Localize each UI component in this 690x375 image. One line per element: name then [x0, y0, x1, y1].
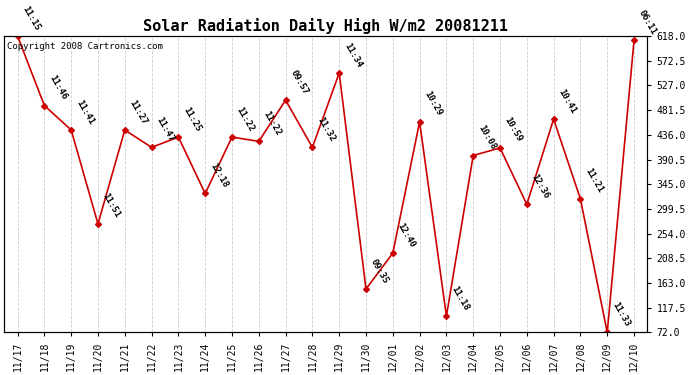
Text: Copyright 2008 Cartronics.com: Copyright 2008 Cartronics.com: [8, 42, 164, 51]
Text: 12:40: 12:40: [395, 221, 417, 249]
Text: 11:46: 11:46: [47, 74, 68, 101]
Text: 11:15: 11:15: [20, 4, 41, 32]
Text: 11:32: 11:32: [315, 116, 337, 143]
Text: 12:36: 12:36: [530, 172, 551, 200]
Text: 11:18: 11:18: [449, 284, 471, 312]
Text: 11:47: 11:47: [155, 116, 175, 143]
Text: 10:08: 10:08: [476, 124, 497, 152]
Text: 11:25: 11:25: [181, 105, 202, 133]
Text: 11:22: 11:22: [262, 110, 283, 137]
Text: 11:27: 11:27: [128, 98, 149, 126]
Text: 11:51: 11:51: [101, 192, 122, 220]
Title: Solar Radiation Daily High W/m2 20081211: Solar Radiation Daily High W/m2 20081211: [144, 18, 509, 33]
Text: 11:33: 11:33: [610, 300, 631, 328]
Text: 11:41: 11:41: [74, 98, 95, 126]
Text: 11:34: 11:34: [342, 41, 363, 69]
Text: 11:21: 11:21: [583, 167, 604, 195]
Text: 12:18: 12:18: [208, 162, 229, 189]
Text: 09:57: 09:57: [288, 68, 310, 96]
Text: 10:41: 10:41: [556, 87, 578, 115]
Text: 11:22: 11:22: [235, 105, 256, 133]
Text: 06:11: 06:11: [637, 9, 658, 36]
Text: 09:35: 09:35: [368, 257, 390, 285]
Text: 10:29: 10:29: [422, 90, 444, 118]
Text: 10:59: 10:59: [503, 116, 524, 144]
